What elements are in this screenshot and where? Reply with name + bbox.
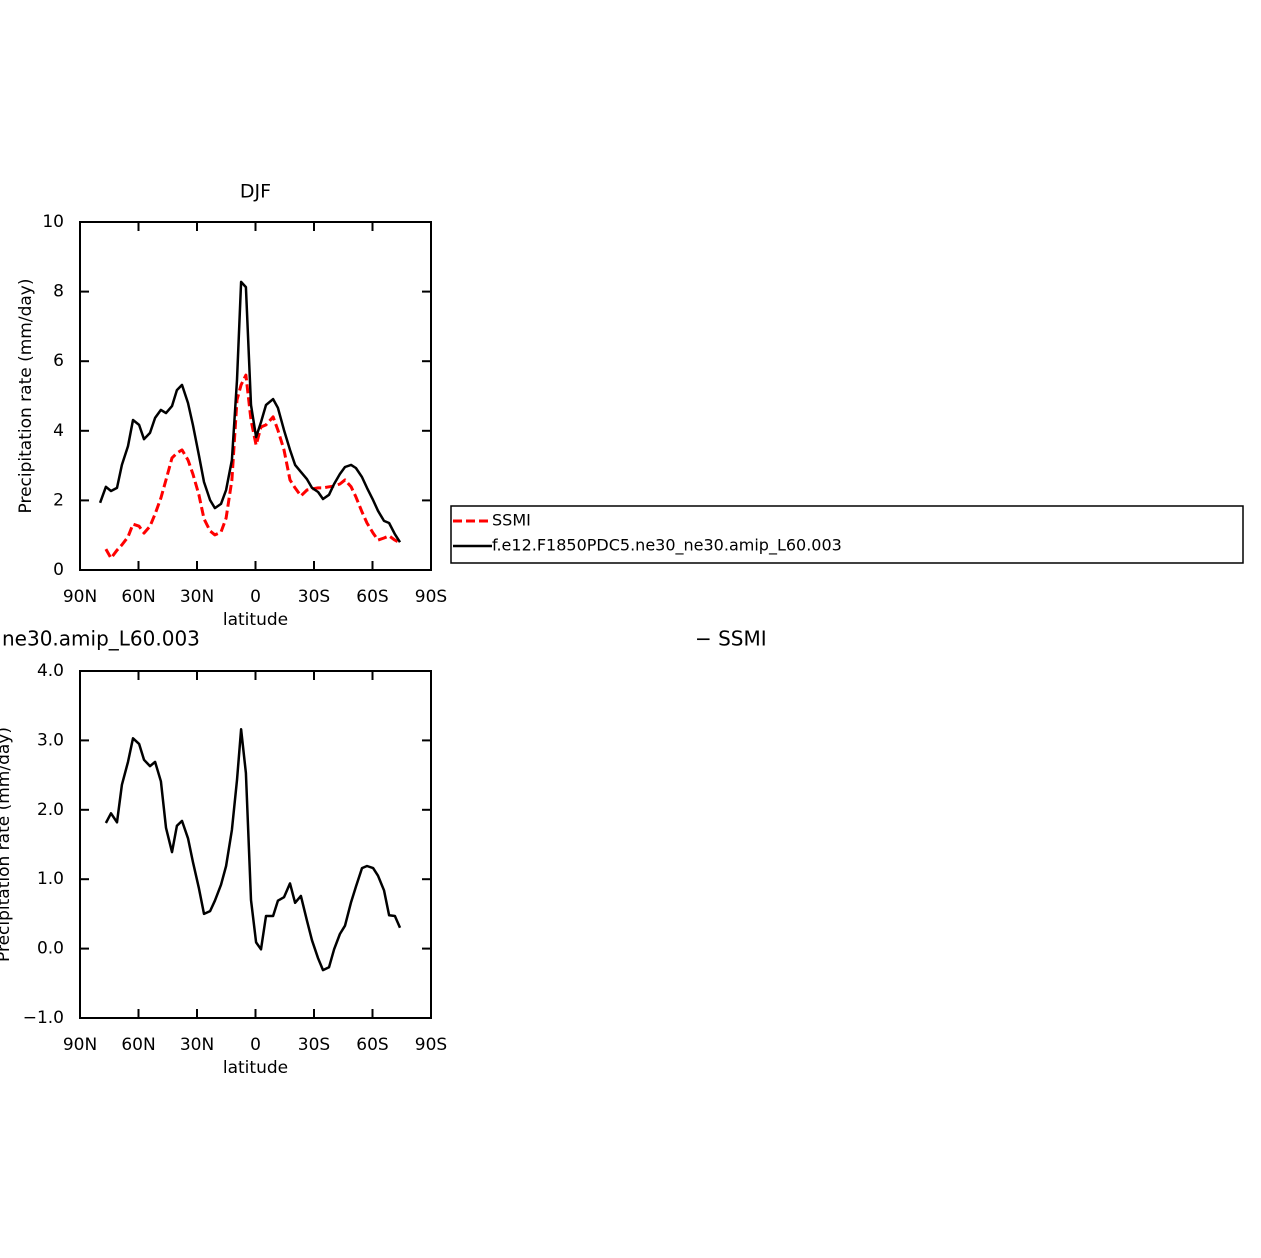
x-tick-label: 60S xyxy=(356,587,388,607)
x-tick-label: 0 xyxy=(250,1035,261,1055)
y-tick-label: 1.0 xyxy=(37,869,64,889)
data-line xyxy=(104,728,402,972)
plot-frame xyxy=(79,670,432,1019)
chart-title-left: ne30.amip_L60.003 xyxy=(2,627,200,651)
legend-label: f.e12.F1850PDC5.ne30_ne30.amip_L60.003 xyxy=(492,536,842,556)
x-tick-label: 90S xyxy=(415,1035,447,1055)
y-tick-label: 2 xyxy=(53,490,64,510)
x-axis-label: latitude xyxy=(223,610,288,630)
y-tick-label: 3.0 xyxy=(37,730,64,750)
data-line xyxy=(104,373,401,560)
x-tick-label: 30S xyxy=(298,587,330,607)
chart-title-right: − SSMI xyxy=(695,627,767,651)
y-tick-label: 6 xyxy=(53,351,64,371)
legend-label: SSMI xyxy=(492,511,531,530)
x-tick-label: 90S xyxy=(415,587,447,607)
x-tick-label: 90N xyxy=(63,587,97,607)
y-tick-label: 8 xyxy=(53,282,64,302)
plot-frame xyxy=(79,221,432,571)
y-tick-label: 0 xyxy=(53,560,64,580)
y-axis-label: Precipitation rate (mm/day) xyxy=(16,279,36,514)
y-axis-label: Precipitation rate (mm/day) xyxy=(0,727,14,962)
data-line xyxy=(98,280,402,543)
y-tick-label: 2.0 xyxy=(37,800,64,820)
y-tick-label: 0.0 xyxy=(37,939,64,959)
chart-title: DJF xyxy=(240,181,271,203)
y-tick-label: 4 xyxy=(53,421,64,441)
x-tick-label: 60N xyxy=(121,1035,155,1055)
y-tick-label: −1.0 xyxy=(23,1008,64,1028)
y-tick-label: 10 xyxy=(42,212,64,232)
x-tick-label: 90N xyxy=(63,1035,97,1055)
y-tick-label: 4.0 xyxy=(37,661,64,681)
x-tick-label: 30S xyxy=(298,1035,330,1055)
x-axis-label: latitude xyxy=(223,1058,288,1078)
x-tick-label: 30N xyxy=(180,1035,214,1055)
x-tick-label: 60S xyxy=(356,1035,388,1055)
x-tick-label: 30N xyxy=(180,587,214,607)
x-tick-label: 0 xyxy=(250,587,261,607)
x-tick-label: 60N xyxy=(121,587,155,607)
legend-box xyxy=(450,505,1244,564)
